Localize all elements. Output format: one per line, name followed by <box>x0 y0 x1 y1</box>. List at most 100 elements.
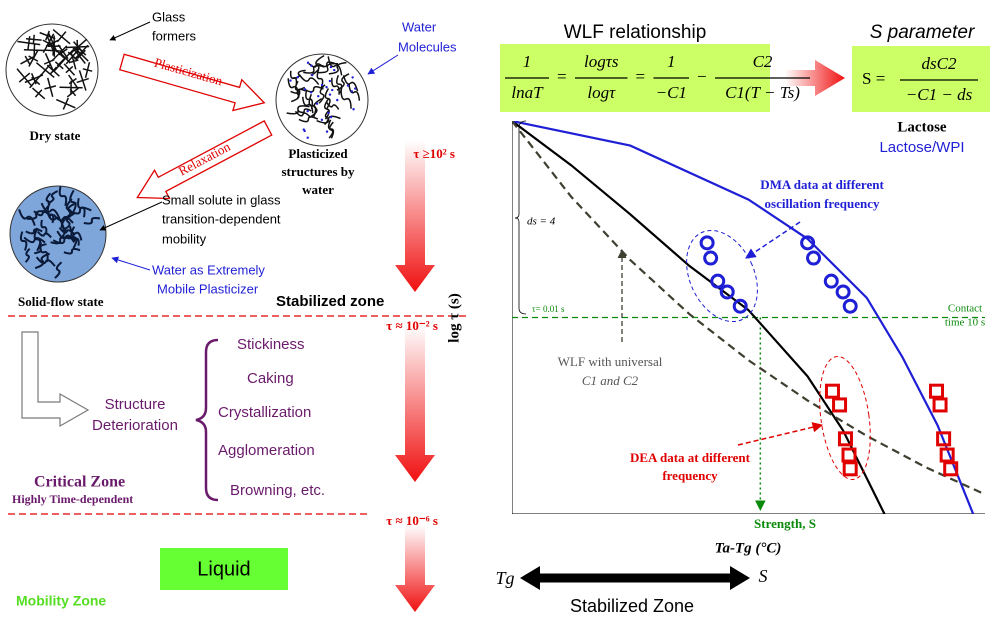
water-dot <box>331 88 334 92</box>
water-dot <box>320 118 324 122</box>
equation-numerator: dsC2 <box>922 54 957 73</box>
equation-operator: = <box>636 67 646 86</box>
molecule <box>47 190 59 205</box>
y-tick-label: -3.0 <box>483 358 504 373</box>
molecule <box>289 70 298 86</box>
data-point <box>837 431 853 447</box>
water-dot <box>327 111 330 114</box>
molecule <box>63 63 76 76</box>
data-point <box>824 383 840 399</box>
water-dot <box>325 130 329 133</box>
label: structures by <box>281 164 355 179</box>
curve <box>512 121 975 514</box>
highlight <box>819 356 871 480</box>
data-point <box>699 235 715 251</box>
molecule <box>52 236 76 245</box>
molecule <box>17 36 41 51</box>
equation-numerator: 1 <box>667 52 676 71</box>
label: Highly Time-dependent <box>12 492 133 506</box>
molecule <box>83 216 101 225</box>
molecule <box>25 228 43 235</box>
water-dot <box>336 98 339 102</box>
water-dot <box>306 109 309 113</box>
label: Glass <box>152 9 186 24</box>
molecule <box>58 186 68 207</box>
annotation: C1 and C2 <box>582 373 639 388</box>
label: Structure <box>105 396 166 413</box>
molecule <box>36 230 52 239</box>
molecule <box>40 219 48 235</box>
label: Dry state <box>30 128 81 143</box>
change-item: Crystallization <box>218 404 311 421</box>
water-dot <box>325 86 328 89</box>
data-point <box>806 250 822 266</box>
molecule <box>286 105 310 115</box>
water-dot <box>329 115 333 119</box>
y-tick-label: 0.0 <box>488 210 504 225</box>
data-point <box>835 284 851 300</box>
molecule <box>298 116 319 123</box>
molecule <box>325 101 340 110</box>
water-dot <box>311 73 314 77</box>
molecule <box>18 209 36 226</box>
annotation: WLF with universal <box>558 354 663 369</box>
molecule <box>65 39 90 55</box>
label: Lactose/WPI <box>879 139 964 156</box>
label: water <box>302 182 334 197</box>
molecule <box>342 75 359 92</box>
molecule <box>324 88 331 109</box>
annotation: oscillation frequency <box>765 196 880 211</box>
molecule <box>45 210 65 228</box>
data-point <box>842 298 858 314</box>
molecule <box>82 62 93 79</box>
molecule <box>64 198 73 221</box>
molecule <box>328 61 347 75</box>
label: τ ≈ 10⁻² s <box>386 318 438 333</box>
molecule <box>66 87 79 98</box>
label: Stabilized zone <box>276 293 384 310</box>
molecule <box>35 62 55 79</box>
red-arrow <box>395 525 435 612</box>
water-dot <box>354 87 357 90</box>
molecule <box>77 198 86 218</box>
molecule <box>28 50 39 67</box>
x-tick-label: 30.0 <box>855 527 878 542</box>
water-dot <box>309 91 313 94</box>
x-tick-label: 5.0 <box>563 527 579 542</box>
pointer <box>99 201 163 231</box>
x-tick-label: 35.0 <box>915 527 938 542</box>
equation-denominator: C1(T − Ts) <box>725 83 800 102</box>
label: Liquid <box>197 558 250 580</box>
molecule <box>26 210 46 220</box>
water-dot <box>346 84 350 87</box>
water-dot <box>352 108 355 111</box>
data-point <box>710 273 726 289</box>
data-point <box>841 447 857 463</box>
water-dot <box>306 61 310 64</box>
data-point <box>703 250 719 266</box>
molecule <box>328 121 334 139</box>
equation-operator: = <box>557 67 567 86</box>
water-dot <box>289 79 292 82</box>
label: Plasticized <box>288 146 348 161</box>
molecule <box>290 86 306 103</box>
title: S parameter <box>870 22 975 43</box>
molecule <box>54 261 63 279</box>
water-dot <box>310 64 313 67</box>
water-dot <box>320 83 324 87</box>
molecule <box>33 227 42 252</box>
pointer <box>737 422 824 446</box>
red-arrow <box>785 60 845 96</box>
equation-numerator: C2 <box>753 52 773 71</box>
annotation: DEA data at different <box>630 450 751 465</box>
label: Critical Zone <box>34 474 125 491</box>
molecule <box>19 231 28 251</box>
water-dot <box>306 136 309 139</box>
molecule <box>317 62 338 74</box>
molecule <box>336 74 343 94</box>
data-point <box>929 383 945 399</box>
label: Stabilized Zone <box>570 596 694 616</box>
y-tick-label: -5.0 <box>483 456 504 471</box>
molecule <box>34 252 50 270</box>
molecule <box>294 110 312 118</box>
